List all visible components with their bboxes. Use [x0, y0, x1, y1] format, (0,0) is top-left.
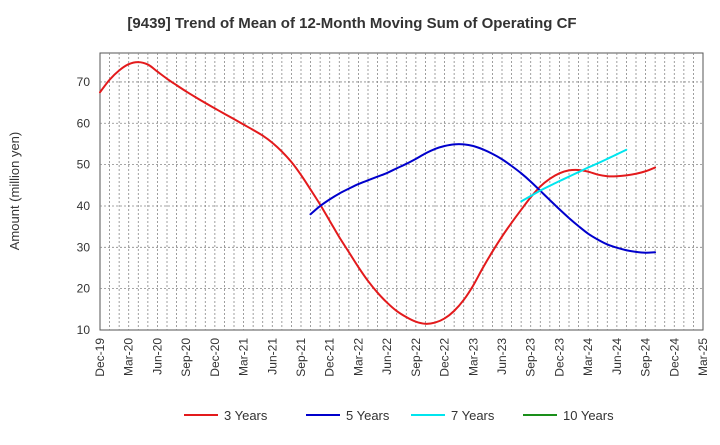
- x-tick-label: Dec-24: [667, 338, 681, 377]
- x-tick-label: Sep-20: [179, 338, 193, 377]
- x-tick-label: Sep-21: [294, 338, 308, 377]
- x-tick-label: Mar-21: [237, 338, 251, 376]
- x-tick-label: Sep-23: [524, 338, 538, 377]
- x-tick-label: Mar-25: [696, 338, 710, 376]
- y-tick-label: 50: [77, 158, 91, 172]
- x-tick-label: Jun-20: [150, 338, 164, 375]
- y-tick-label: 70: [77, 75, 91, 89]
- chart-title: [9439] Trend of Mean of 12-Month Moving …: [127, 15, 576, 32]
- x-tick-label: Dec-23: [552, 338, 566, 377]
- x-tick-label: Sep-22: [409, 338, 423, 377]
- legend-label-3-years: 3 Years: [224, 408, 268, 423]
- x-tick-label: Jun-24: [610, 338, 624, 375]
- series-line-5-years: [309, 143, 657, 254]
- x-tick-label: Mar-22: [351, 338, 365, 376]
- x-tick-label: Jun-21: [265, 338, 279, 375]
- x-tick-label: Dec-20: [208, 338, 222, 377]
- series-line-7-years: [520, 148, 628, 203]
- y-tick-label: 40: [77, 199, 91, 213]
- x-tick-label: Dec-19: [93, 338, 107, 377]
- x-tick-label: Dec-21: [323, 338, 337, 377]
- series-line-3-years: [99, 61, 657, 325]
- x-tick-label: Sep-24: [639, 338, 653, 377]
- x-tick-label: Mar-24: [581, 338, 595, 376]
- legend-label-7-years: 7 Years: [451, 408, 495, 423]
- y-axis-label: Amount (million yen): [7, 132, 22, 251]
- legend-label-10-years: 10 Years: [563, 408, 614, 423]
- y-tick-label: 10: [77, 323, 91, 337]
- y-tick-label: 30: [77, 240, 91, 254]
- x-tick-label: Dec-22: [438, 338, 452, 377]
- y-tick-label: 20: [77, 282, 91, 296]
- y-tick-label: 60: [77, 116, 91, 130]
- x-tick-label: Mar-23: [466, 338, 480, 376]
- x-tick-label: Jun-22: [380, 338, 394, 375]
- x-tick-label: Jun-23: [495, 338, 509, 375]
- legend-label-5-years: 5 Years: [346, 408, 390, 423]
- x-tick-label: Mar-20: [122, 338, 136, 376]
